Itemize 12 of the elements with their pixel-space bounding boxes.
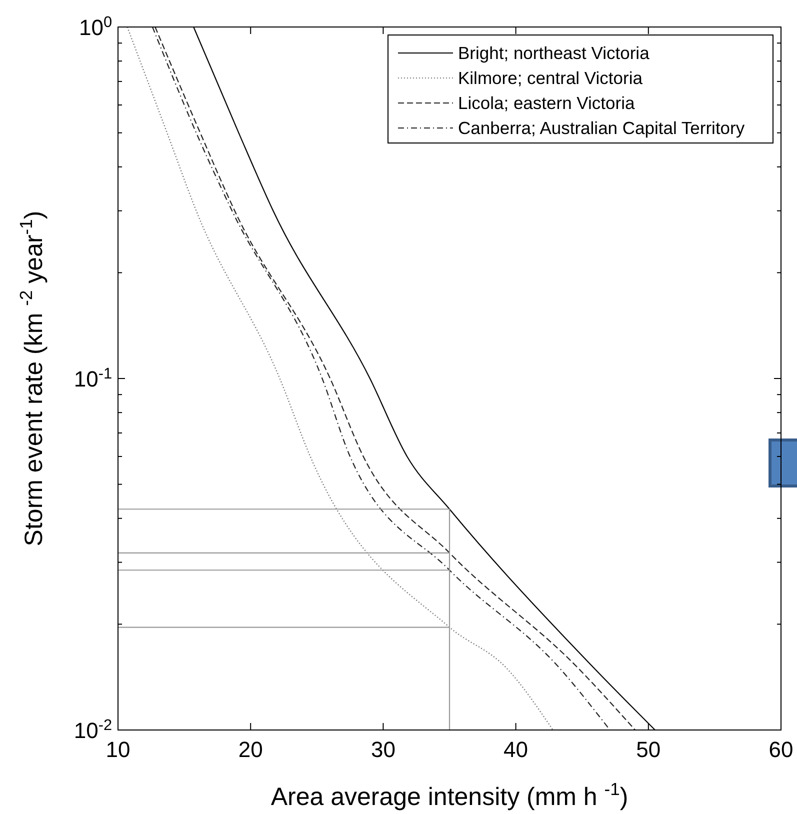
x-tick-label: 60 [768,737,794,762]
legend-label: Bright; northeast Victoria [458,43,650,63]
x-tick-label: 20 [238,737,263,762]
legend-label: Kilmore; central Victoria [458,68,643,88]
legend-label: Canberra; Australian Capital Territory [458,118,745,138]
x-tick-label: 50 [636,737,661,762]
legend-label: Licola; eastern Victoria [458,93,635,113]
y-tick-label: 10$^{-1}$ [74,365,112,392]
y-tick-label: 10$^{0}$ [78,14,112,40]
x-tick-label: 30 [370,737,396,762]
x-tick-label: 40 [504,737,528,762]
x-axis-title: Area average intensity (mm h $^{-1}$) [270,779,628,811]
